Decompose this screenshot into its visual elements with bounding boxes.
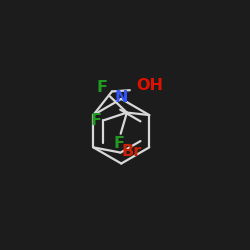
Text: F: F: [97, 80, 108, 95]
Text: Br: Br: [122, 144, 142, 159]
Text: F: F: [114, 136, 125, 151]
Text: F: F: [90, 112, 102, 128]
Text: N: N: [114, 90, 128, 105]
Text: OH: OH: [136, 78, 163, 93]
